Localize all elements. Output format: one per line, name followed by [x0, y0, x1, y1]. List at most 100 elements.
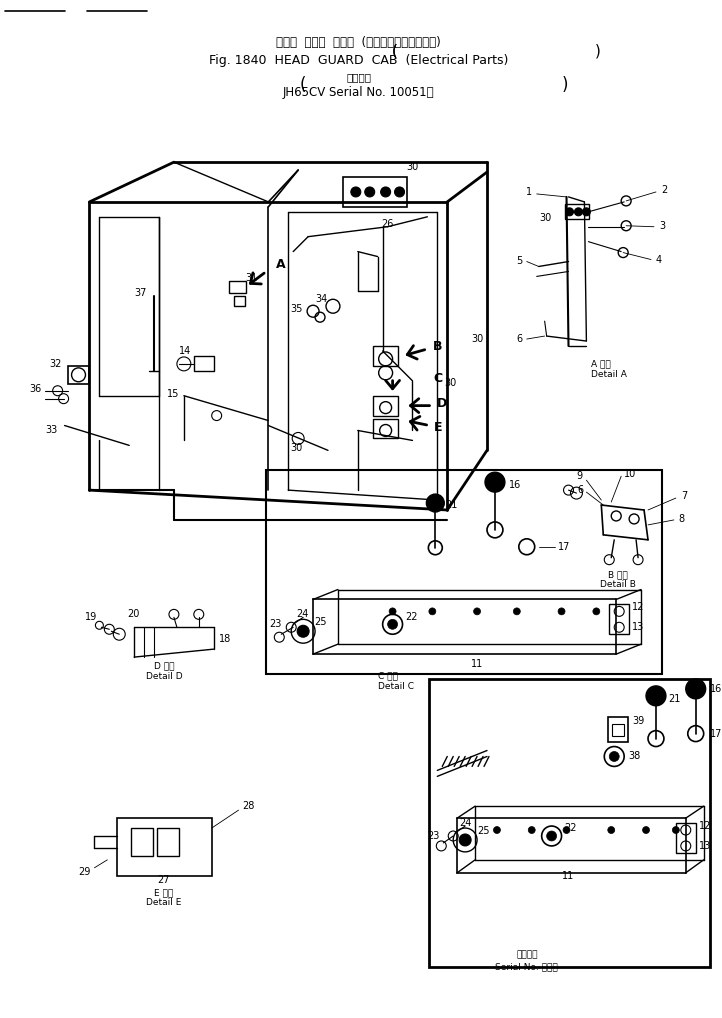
- Bar: [233, 296, 245, 306]
- Text: 適用号機: 適用号機: [516, 951, 537, 960]
- Text: 20: 20: [127, 610, 139, 619]
- Bar: [193, 356, 214, 371]
- Circle shape: [297, 625, 309, 637]
- Circle shape: [513, 608, 521, 615]
- Circle shape: [429, 608, 436, 615]
- Text: (: (: [391, 44, 398, 58]
- Text: 30: 30: [406, 162, 419, 172]
- Text: 24: 24: [296, 610, 308, 619]
- Text: 23: 23: [269, 619, 282, 629]
- Circle shape: [459, 834, 471, 846]
- Text: 16: 16: [710, 684, 722, 694]
- Text: A: A: [277, 258, 286, 271]
- Text: E: E: [435, 421, 443, 434]
- Text: 30: 30: [471, 334, 483, 344]
- Text: 15: 15: [167, 389, 179, 399]
- Text: 16: 16: [509, 480, 521, 490]
- Text: 17: 17: [710, 729, 722, 739]
- Text: 17: 17: [557, 542, 570, 552]
- Circle shape: [608, 827, 614, 834]
- Text: 22: 22: [565, 823, 577, 833]
- Bar: [609, 605, 629, 634]
- Text: 24: 24: [459, 818, 471, 828]
- Text: 21: 21: [445, 500, 458, 510]
- Text: 14: 14: [178, 346, 191, 356]
- Text: 18: 18: [219, 634, 231, 644]
- Text: 7: 7: [681, 491, 687, 501]
- Text: ): ): [562, 75, 568, 94]
- Text: 12: 12: [699, 822, 711, 831]
- Text: B 詳細
Detail B: B 詳細 Detail B: [600, 570, 636, 589]
- Text: 23: 23: [427, 831, 439, 841]
- Text: 30: 30: [290, 444, 302, 453]
- Bar: [157, 828, 179, 856]
- Text: 19: 19: [85, 613, 97, 622]
- Circle shape: [395, 187, 404, 196]
- Text: 22: 22: [406, 613, 418, 622]
- Text: 29: 29: [78, 866, 90, 876]
- Circle shape: [474, 608, 481, 615]
- Text: D: D: [438, 397, 448, 410]
- Bar: [430, 679, 710, 967]
- Circle shape: [686, 679, 705, 698]
- Text: Serial No. ・・～: Serial No. ・・～: [495, 963, 558, 972]
- Text: 10: 10: [624, 469, 636, 479]
- Text: 6: 6: [578, 486, 583, 495]
- Text: 25: 25: [314, 617, 326, 627]
- Text: 25: 25: [477, 826, 490, 836]
- Circle shape: [365, 187, 375, 196]
- Circle shape: [563, 827, 570, 834]
- Text: 13: 13: [699, 841, 711, 851]
- Text: JH65CV Serial No. 10051～: JH65CV Serial No. 10051～: [283, 87, 435, 99]
- Text: 38: 38: [628, 751, 640, 761]
- Bar: [565, 204, 589, 219]
- Text: 4: 4: [656, 254, 662, 265]
- Text: 27: 27: [157, 874, 170, 885]
- Circle shape: [493, 827, 500, 834]
- Text: (: (: [300, 75, 306, 94]
- Text: 3: 3: [659, 221, 665, 231]
- Text: 21: 21: [668, 694, 680, 703]
- Bar: [229, 281, 246, 293]
- Bar: [373, 396, 398, 415]
- Bar: [343, 177, 407, 207]
- Text: 5: 5: [516, 256, 523, 266]
- Bar: [117, 818, 212, 875]
- Bar: [373, 346, 398, 365]
- Circle shape: [529, 827, 535, 834]
- Circle shape: [643, 827, 650, 834]
- Text: (: (: [391, 44, 398, 58]
- Text: 32: 32: [49, 359, 61, 369]
- Bar: [676, 824, 696, 853]
- Circle shape: [565, 208, 573, 216]
- Bar: [266, 470, 662, 674]
- Circle shape: [583, 208, 591, 216]
- Text: 9: 9: [576, 471, 583, 482]
- Text: D 詳細
Detail D: D 詳細 Detail D: [146, 662, 182, 681]
- Bar: [131, 828, 153, 856]
- Bar: [68, 365, 90, 384]
- Text: 2: 2: [661, 185, 667, 195]
- Text: A 詳細
Detail A: A 詳細 Detail A: [591, 359, 627, 379]
- Text: 37: 37: [135, 288, 147, 298]
- Text: 35: 35: [291, 304, 303, 315]
- Text: 8: 8: [679, 514, 685, 524]
- Circle shape: [609, 751, 619, 761]
- Circle shape: [380, 187, 391, 196]
- Text: 適用号機: 適用号機: [347, 72, 371, 82]
- Circle shape: [646, 686, 666, 705]
- Text: C: C: [433, 373, 443, 385]
- Text: ): ): [594, 44, 600, 58]
- Bar: [612, 724, 624, 736]
- Circle shape: [427, 494, 444, 512]
- Circle shape: [575, 208, 583, 216]
- Text: 30: 30: [444, 378, 456, 388]
- Circle shape: [558, 608, 565, 615]
- Text: 39: 39: [632, 716, 644, 726]
- Text: 33: 33: [45, 426, 58, 436]
- Text: 34: 34: [316, 294, 328, 304]
- Circle shape: [672, 827, 679, 834]
- Text: 26: 26: [381, 219, 393, 229]
- Text: E 詳細
Detail E: E 詳細 Detail E: [147, 888, 182, 907]
- Circle shape: [388, 619, 398, 629]
